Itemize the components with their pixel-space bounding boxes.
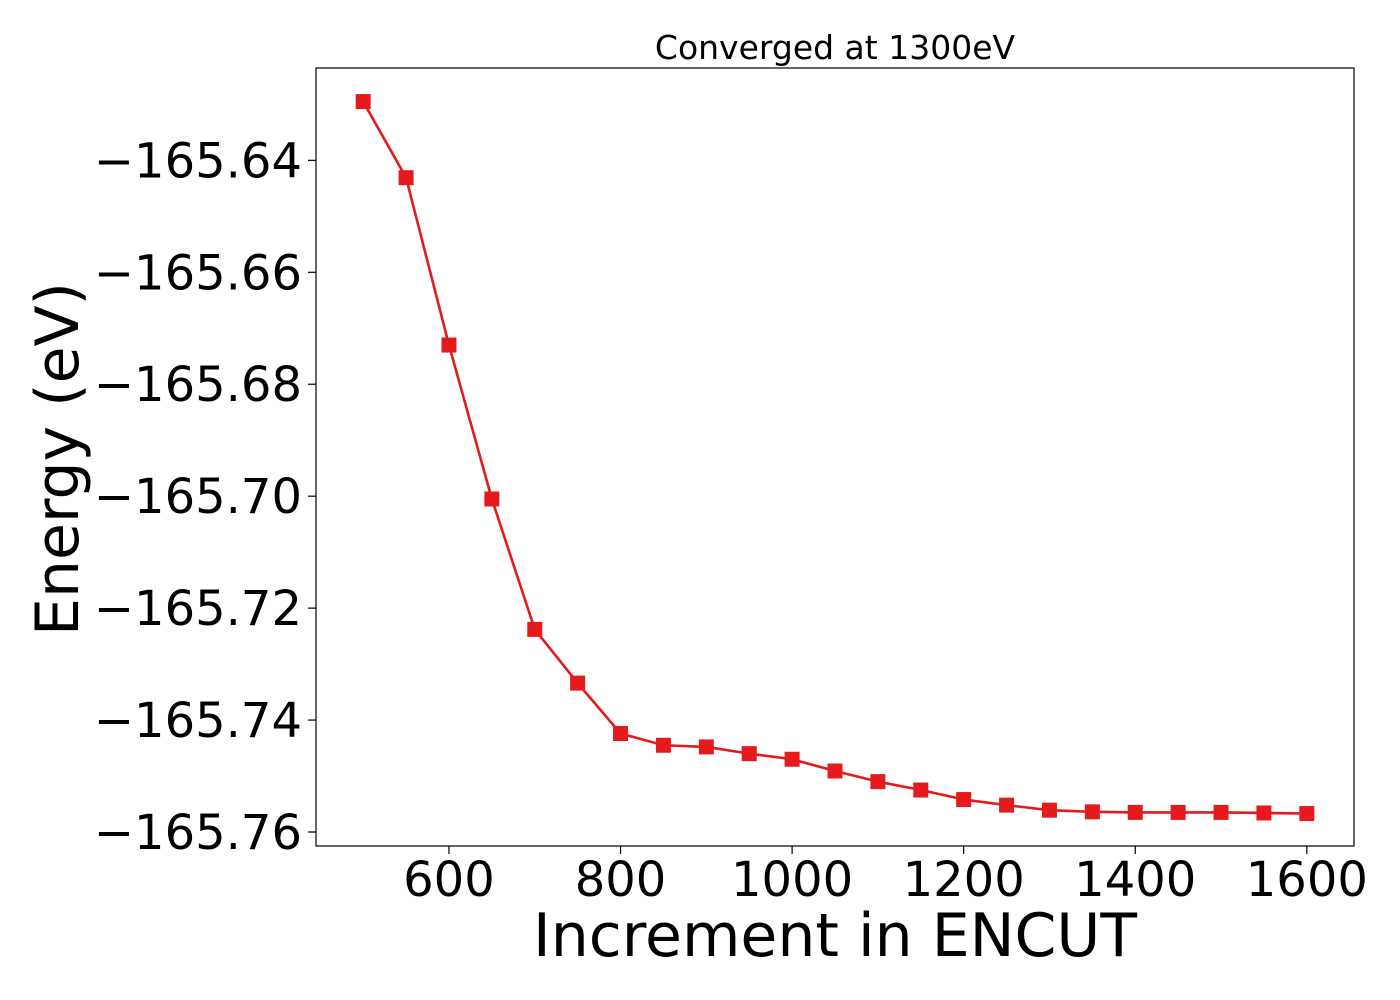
plot-frame (315, 67, 1355, 847)
x-tick-label: 600 (403, 852, 495, 908)
data-point (698, 739, 714, 755)
series-layer (355, 94, 1315, 822)
y-tick-label: −165.74 (94, 693, 302, 749)
x-axis-title: Increment in ENCUT (533, 901, 1137, 971)
x-tick-label: 1400 (1074, 852, 1196, 908)
data-point (956, 792, 972, 808)
data-point (741, 746, 757, 762)
data-point (870, 774, 886, 790)
y-tick-label: −165.68 (94, 357, 302, 413)
data-point (570, 675, 586, 691)
data-point (1299, 806, 1315, 822)
data-point (1127, 804, 1143, 820)
y-tick-label: −165.66 (94, 245, 302, 301)
y-axis-ticks: −165.64 −165.66 −165.68 −165.70 −165.72 −165.… (94, 133, 316, 861)
x-tick-label: 1600 (1246, 852, 1368, 908)
y-axis-title: Energy (eV) (23, 282, 93, 636)
data-point (655, 737, 671, 753)
data-point (827, 763, 843, 779)
data-point (527, 621, 543, 637)
y-tick-label: −165.72 (94, 581, 302, 637)
data-point (784, 751, 800, 767)
x-tick-label: 1000 (731, 852, 853, 908)
data-point (1170, 804, 1186, 820)
data-point (999, 797, 1015, 813)
data-point (355, 94, 371, 110)
data-point (398, 170, 414, 186)
x-tick-label: 800 (575, 852, 667, 908)
data-point (1041, 802, 1057, 818)
data-point (913, 782, 929, 798)
data-point (484, 491, 500, 507)
x-axis-ticks: 600 800 1000 1200 1400 1600 (403, 846, 1368, 908)
y-tick-label: −165.76 (94, 805, 302, 861)
data-point (613, 725, 629, 741)
chart-title: Converged at 1300eV (655, 28, 1016, 67)
data-point (1256, 805, 1272, 821)
y-tick-label: −165.64 (94, 133, 302, 189)
data-point (1084, 804, 1100, 820)
x-tick-label: 1200 (903, 852, 1025, 908)
data-point (441, 337, 457, 353)
data-point (1213, 804, 1229, 820)
y-tick-label: −165.70 (94, 469, 302, 525)
